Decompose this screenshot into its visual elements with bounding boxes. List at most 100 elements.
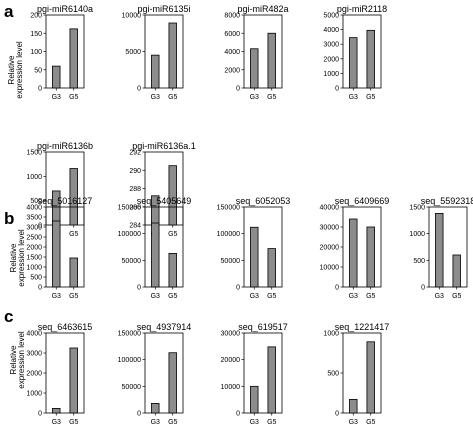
y-tick-label: 0	[137, 285, 141, 292]
x-tick-label: G3	[250, 293, 259, 300]
bar-G5	[452, 254, 461, 288]
y-tick-label: 2000	[26, 371, 42, 378]
y-tick-label: 1500	[26, 150, 42, 157]
y-tick-label: 500	[327, 371, 339, 378]
y-tick-label: 4000	[26, 331, 42, 338]
chart-title: seq_5592318	[421, 196, 473, 206]
x-tick-label: G3	[250, 419, 259, 426]
chart-pgi-miR6140a: pgi-miR6140a 0 50 100 150 200 G3 G5	[30, 4, 93, 101]
y-tick-label: 1000	[409, 231, 425, 238]
y-tick-label: 292	[129, 150, 141, 157]
y-tick-label: 10000	[122, 13, 142, 20]
y-tick-label: 286	[129, 204, 141, 211]
chart-title: pgi-miR6136a.1	[132, 141, 196, 151]
y-tick-label: 4000	[26, 205, 42, 212]
bar-G3	[349, 218, 358, 288]
y-tick-label: 0	[38, 285, 42, 292]
x-tick-label: G5	[366, 94, 375, 101]
bar-G5	[267, 32, 276, 89]
chart-title: pgi-miR6135i	[137, 4, 190, 14]
chart-title: pgi-miR6140a	[37, 4, 93, 14]
y-tick-label: 3500	[26, 215, 42, 222]
chart-title: seq_619517	[238, 322, 288, 332]
chart-seq_6463615: seq_6463615 0 1000 2000 3000 4000 G3 G5	[26, 322, 92, 426]
y-tick-label: 2500	[26, 235, 42, 242]
y-tick-label: 0	[335, 285, 339, 292]
y-tick-label: 288	[129, 186, 141, 193]
y-axis-label: expression level	[17, 229, 26, 287]
x-tick-label: G5	[69, 231, 78, 238]
x-tick-label: G5	[69, 419, 78, 426]
y-tick-label: 500	[413, 258, 425, 265]
y-tick-label: 6000	[224, 31, 240, 38]
y-tick-label: 2000	[323, 56, 339, 63]
x-tick-label: G5	[69, 293, 78, 300]
x-tick-label: G5	[366, 293, 375, 300]
x-tick-label: G3	[151, 94, 160, 101]
x-tick-label: G3	[151, 419, 160, 426]
y-tick-label: 3000	[323, 42, 339, 49]
y-tick-label: 10000	[320, 265, 340, 272]
chart-pgi-miR6136a.1: pgi-miR6136a.1284286288290292G3G5	[129, 141, 195, 238]
bar-G3	[151, 222, 160, 288]
y-axis-label: expression level	[17, 331, 26, 389]
bar-G3	[349, 398, 358, 414]
x-tick-label: G5	[69, 94, 78, 101]
chart-seq_4937914: seq_4937914 0 50000 100000 150000 G3 G5	[118, 322, 192, 426]
y-tick-label: 0	[335, 411, 339, 418]
chart-title: seq_6052053	[236, 196, 291, 206]
x-tick-label: G5	[168, 419, 177, 426]
y-tick-label: 100	[30, 49, 42, 56]
y-tick-label: 150	[30, 31, 42, 38]
bar-G3	[250, 226, 259, 288]
x-tick-label: G3	[349, 94, 358, 101]
chart-title: seq_1221417	[335, 322, 390, 332]
chart-seq_5016127: seq_5016127 0 500 1000 1500 2000 2500 3000 3500 4…	[26, 196, 92, 300]
bar-G3	[52, 220, 61, 288]
plot-frame	[243, 206, 283, 288]
x-tick-label: G3	[435, 293, 444, 300]
y-tick-label: 2000	[224, 67, 240, 74]
plot-frame	[342, 206, 382, 288]
bar-G5	[366, 226, 375, 288]
plot-frame	[45, 332, 85, 414]
bar-G3	[151, 402, 160, 414]
y-tick-label: 30000	[221, 331, 241, 338]
x-tick-label: G3	[349, 293, 358, 300]
x-tick-label: G5	[452, 293, 461, 300]
bar-G5	[69, 28, 78, 89]
y-tick-label: 150000	[118, 331, 141, 338]
chart-title: pgi-miR482a	[237, 4, 288, 14]
y-tick-label: 150000	[217, 205, 240, 212]
bar-G5	[69, 347, 78, 414]
chart-seq_5405649: seq_5405649 0 50000 100000 150000 G3 G5	[118, 196, 192, 300]
y-tick-label: 0	[236, 86, 240, 93]
chart-title: pgi-miR2118	[337, 4, 387, 14]
panel-a: a Relative expression level	[4, 2, 24, 99]
y-axis-label: Relative	[9, 243, 18, 272]
bar-G5	[168, 352, 177, 414]
x-tick-label: G3	[52, 94, 61, 101]
x-tick-label: G3	[349, 419, 358, 426]
y-tick-label: 284	[129, 223, 141, 230]
y-tick-label: 0	[137, 411, 141, 418]
plot-frame	[144, 151, 184, 226]
panel-letter: a	[4, 2, 14, 21]
y-tick-label: 290	[129, 168, 141, 175]
bar-G3	[250, 48, 259, 89]
bar-G5	[69, 257, 78, 288]
plot-frame	[45, 151, 85, 226]
y-tick-label: 1500	[409, 205, 425, 212]
plot-frame	[144, 14, 184, 89]
plot-frame	[342, 14, 382, 89]
y-tick-label: 3000	[26, 351, 42, 358]
chart-title: seq_6463615	[38, 322, 93, 332]
y-tick-label: 1000	[323, 331, 339, 338]
bar-G5	[267, 248, 276, 288]
y-tick-label: 50000	[122, 258, 142, 265]
y-tick-label: 1000	[323, 71, 339, 78]
y-tick-label: 0	[421, 285, 425, 292]
y-axis-label: expression level	[15, 41, 24, 99]
y-tick-label: 40000	[320, 205, 340, 212]
panel-b: b Relative expression level	[4, 209, 26, 287]
